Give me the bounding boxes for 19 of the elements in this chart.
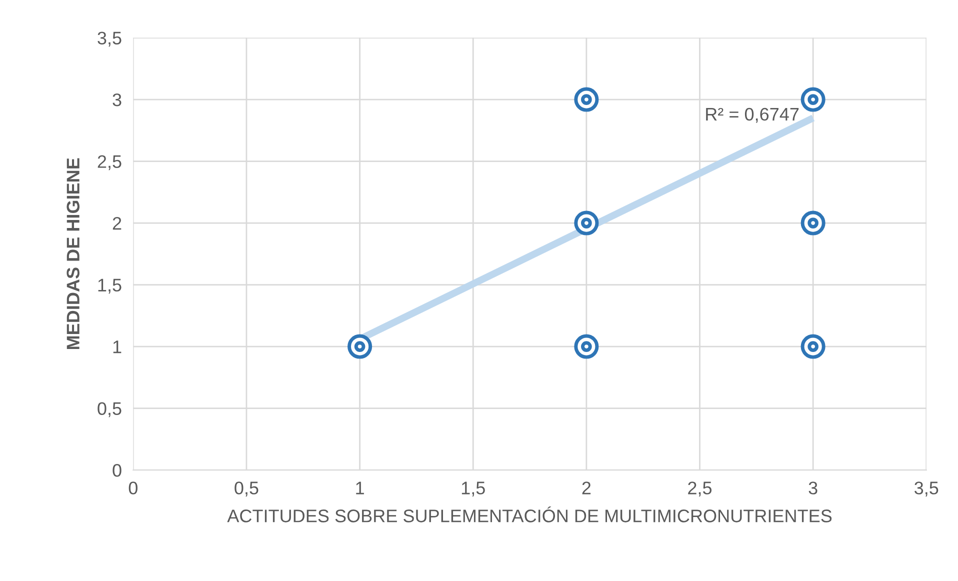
- y-tick-label: 3: [112, 93, 122, 106]
- x-tick-label: 1,5: [462, 482, 485, 497]
- x-tick-label: 3,5: [914, 482, 938, 497]
- x-tick-label: 2,5: [688, 482, 712, 497]
- y-tick-label: 1: [113, 340, 122, 354]
- x-tick-label: 0,5: [234, 482, 258, 497]
- x-tick-label: 1: [356, 482, 364, 494]
- y-tick-label: 0: [112, 464, 122, 477]
- x-tick-label: 0: [128, 482, 138, 494]
- y-tick-label: 3,5: [98, 32, 122, 47]
- y-tick-label: 2: [112, 216, 122, 230]
- y-tick-label: 0,5: [98, 402, 122, 418]
- y-axis-title: MEDIDAS DE HIGIENE: [66, 158, 80, 349]
- y-tick-label: 2,5: [98, 155, 122, 170]
- x-axis-title: ACTITUDES SOBRE SUPLEMENTACIÓN DE MULTIMICRONUTRIENTES: [227, 506, 832, 522]
- x-tick-label: 3: [808, 482, 818, 494]
- y-tick-label: 1,5: [98, 278, 122, 294]
- annotation: R² = 0,6747: [706, 108, 799, 123]
- x-tick-label: 2: [582, 482, 591, 494]
